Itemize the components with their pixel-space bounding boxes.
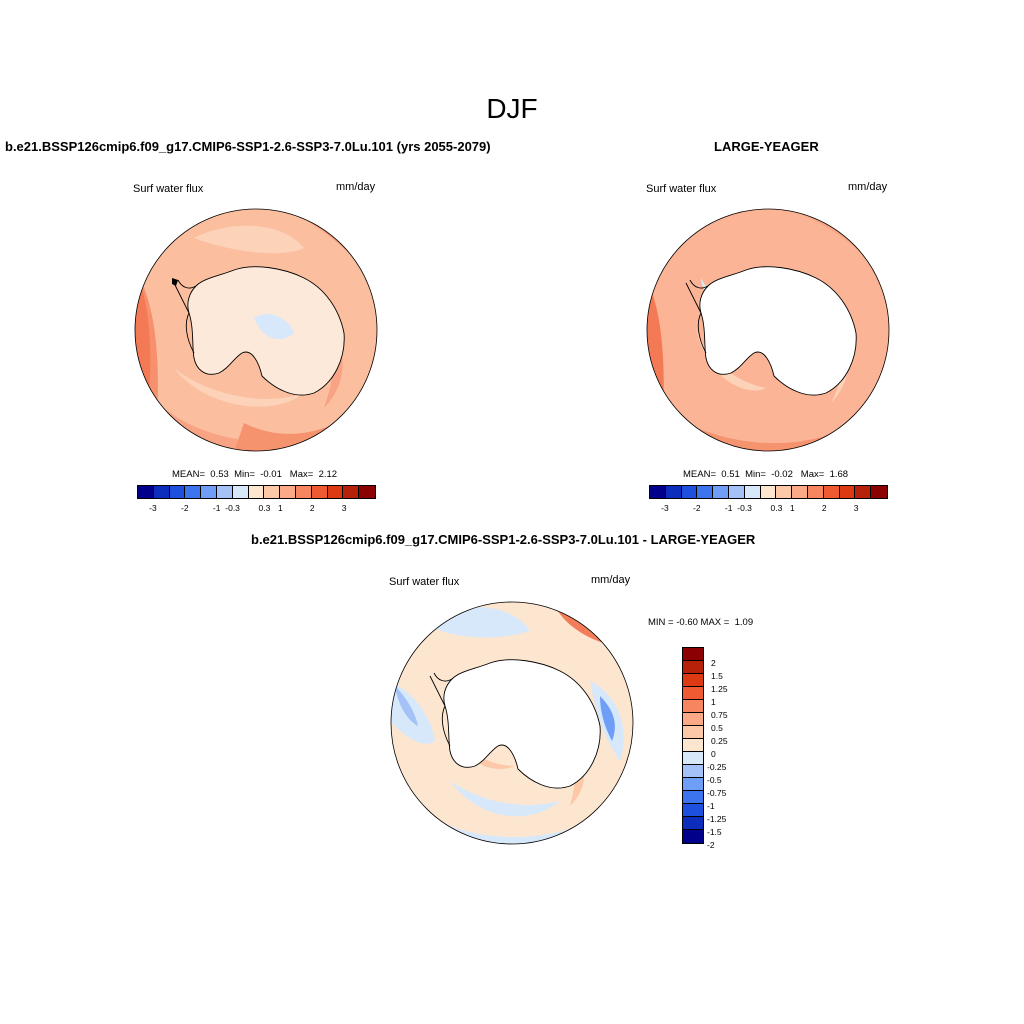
panel2-stats: MEAN= 0.51 Min= -0.02 Max= 1.68 xyxy=(683,469,849,480)
panel1-colorbar-tick-label: 3 xyxy=(341,503,347,513)
panel3-colorbar-labels: 2 1.5 1.25 1 0.75 0.5 0.25 0 -0.25 -0.5 -0.75 -1 -1.… xyxy=(707,647,747,850)
panel3-colorbar-tick-label: 0.5 xyxy=(711,722,723,733)
panel3-colorbar-swatch xyxy=(683,700,703,713)
panel3-colorbar-swatch xyxy=(683,739,703,752)
panel1-units-label: mm/day xyxy=(336,181,376,193)
figure-title: DJF xyxy=(486,93,538,124)
panel1-colorbar-swatch xyxy=(232,486,249,498)
panel3-colorbar-tick-label: -2 xyxy=(707,839,715,850)
panel2-colorbar-swatch xyxy=(681,486,698,498)
panel1-colorbar-labels: -3 -2 -1 -0.3 0.3 1 2 3 xyxy=(137,503,376,515)
panel2-colorbar-swatch xyxy=(650,486,666,498)
panel3-colorbar-swatch xyxy=(683,713,703,726)
panel2-colorbar-swatch xyxy=(760,486,777,498)
panel3-units-label: mm/day xyxy=(591,574,631,586)
panel2-colorbar-tick-label: 3 xyxy=(853,503,859,513)
panel3-colorbar-tick-label: 0 xyxy=(711,748,716,759)
panel2-colorbar-swatch xyxy=(855,486,872,498)
panel1-colorbar-tick-label: 0.3 xyxy=(258,503,271,513)
panel1-colorbar-swatch xyxy=(201,486,217,498)
panel1-colorbar xyxy=(137,485,376,499)
panel3-colorbar-tick-label: -0.75 xyxy=(707,787,727,798)
panel3-colorbar-tick-label: -1.25 xyxy=(707,813,727,824)
panel2-polar-map xyxy=(646,208,890,452)
panel2-colorbar-tick-label: 0.3 xyxy=(770,503,783,513)
panel3-colorbar-tick-label: 1.5 xyxy=(711,670,723,681)
panel1-colorbar-swatch xyxy=(138,486,154,498)
panel3-colorbar-tick-label: 0.75 xyxy=(711,709,728,720)
panel3-colorbar-swatch xyxy=(683,661,703,674)
panel3-colorbar-swatch xyxy=(683,804,703,817)
panel1-colorbar-swatch xyxy=(280,486,296,498)
panel1-colorbar-tick-label: 1 xyxy=(278,503,283,513)
panel2-colorbar-labels: -3 -2 -1 -0.3 0.3 1 2 3 xyxy=(649,503,888,515)
panel2-colorbar-swatch xyxy=(744,486,761,498)
panel2-colorbar-swatch xyxy=(776,486,793,498)
panel3-colorbar-tick-label: -0.25 xyxy=(707,761,727,772)
panel1-colorbar-swatch xyxy=(327,486,344,498)
panel2-title: LARGE-YEAGER xyxy=(714,139,819,154)
panel3-colorbar-swatch xyxy=(683,765,703,778)
panel1-colorbar-tick-label: -3 xyxy=(149,503,157,513)
panel1-colorbar-swatch xyxy=(295,486,312,498)
panel1-variable-label: Surf water flux xyxy=(133,183,204,195)
panel3-colorbar-tick-label: -1 xyxy=(707,800,715,811)
panel2-colorbar-swatch xyxy=(839,486,856,498)
panel3-colorbar-swatch xyxy=(683,674,703,687)
panel1-title: b.e21.BSSP126cmip6.f09_g17.CMIP6-SSP1-2.… xyxy=(5,139,491,154)
panel2-colorbar-tick-label: -1 xyxy=(724,503,733,513)
panel1-colorbar-swatch xyxy=(169,486,186,498)
panel2-colorbar-swatch xyxy=(792,486,808,498)
panel1-colorbar-swatch xyxy=(264,486,281,498)
panel3-colorbar-swatch xyxy=(683,791,703,804)
panel3-minmax: MIN = -0.60 MAX = 1.09 xyxy=(648,617,754,628)
panel1-colorbar-tick-label: 2 xyxy=(309,503,315,513)
panel3-colorbar-tick-label: 2 xyxy=(711,657,716,668)
panel3-colorbar-swatch xyxy=(683,817,703,830)
panel3-colorbar-tick-label: 0.25 xyxy=(711,735,728,746)
panel1-colorbar-tick-label: -1 xyxy=(212,503,221,513)
panel3-colorbar-swatch xyxy=(683,830,703,843)
panel1-colorbar-swatch xyxy=(185,486,202,498)
panel1-polar-map xyxy=(134,208,378,452)
panel1-colorbar-tick-label: -2 xyxy=(181,503,189,513)
panel1-colorbar-swatch xyxy=(216,486,233,498)
panel2-colorbar-tick-label: -2 xyxy=(693,503,701,513)
panel1-colorbar-swatch xyxy=(359,486,375,498)
panel3-colorbar-tick-label: 1.25 xyxy=(711,683,728,694)
panel2-colorbar-swatch xyxy=(713,486,729,498)
panel1-colorbar-tick-label: -0.3 xyxy=(225,503,240,513)
panel2-colorbar-tick-label: 1 xyxy=(790,503,795,513)
panel2-colorbar xyxy=(649,485,888,499)
panel2-variable-label: Surf water flux xyxy=(646,183,717,195)
panel3-variable-label: Surf water flux xyxy=(389,576,460,588)
panel3-polar-map xyxy=(390,601,634,845)
panel2-colorbar-swatch xyxy=(823,486,840,498)
panel3-colorbar-tick-label: -0.5 xyxy=(707,774,722,785)
panel3-colorbar-tick-label: 1 xyxy=(711,696,716,707)
panel3-colorbar xyxy=(682,647,704,844)
panel2-colorbar-tick-label: -3 xyxy=(661,503,669,513)
panel2-colorbar-swatch xyxy=(697,486,714,498)
panel3-colorbar-swatch xyxy=(683,687,703,700)
panel2-colorbar-swatch xyxy=(665,486,682,498)
panel3-title: b.e21.BSSP126cmip6.f09_g17.CMIP6-SSP1-2.… xyxy=(251,532,756,547)
panel2-colorbar-tick-label: -0.3 xyxy=(737,503,752,513)
panel3-colorbar-tick-label: -1.5 xyxy=(707,826,722,837)
panel1-colorbar-swatch xyxy=(343,486,360,498)
panel1-colorbar-swatch xyxy=(153,486,170,498)
panel3-colorbar-swatch xyxy=(683,648,703,661)
panel2-colorbar-tick-label: 2 xyxy=(821,503,827,513)
panel3-colorbar-swatch xyxy=(683,752,703,765)
panel1-stats: MEAN= 0.53 Min= -0.01 Max= 2.12 xyxy=(172,469,338,480)
panel2-units-label: mm/day xyxy=(848,181,888,193)
panel2-colorbar-swatch xyxy=(807,486,824,498)
panel1-colorbar-swatch xyxy=(248,486,265,498)
panel3-colorbar-swatch xyxy=(683,778,703,791)
panel2-colorbar-swatch xyxy=(871,486,887,498)
panel3-colorbar-swatch xyxy=(683,726,703,739)
panel2-colorbar-swatch xyxy=(728,486,745,498)
panel1-colorbar-swatch xyxy=(311,486,328,498)
